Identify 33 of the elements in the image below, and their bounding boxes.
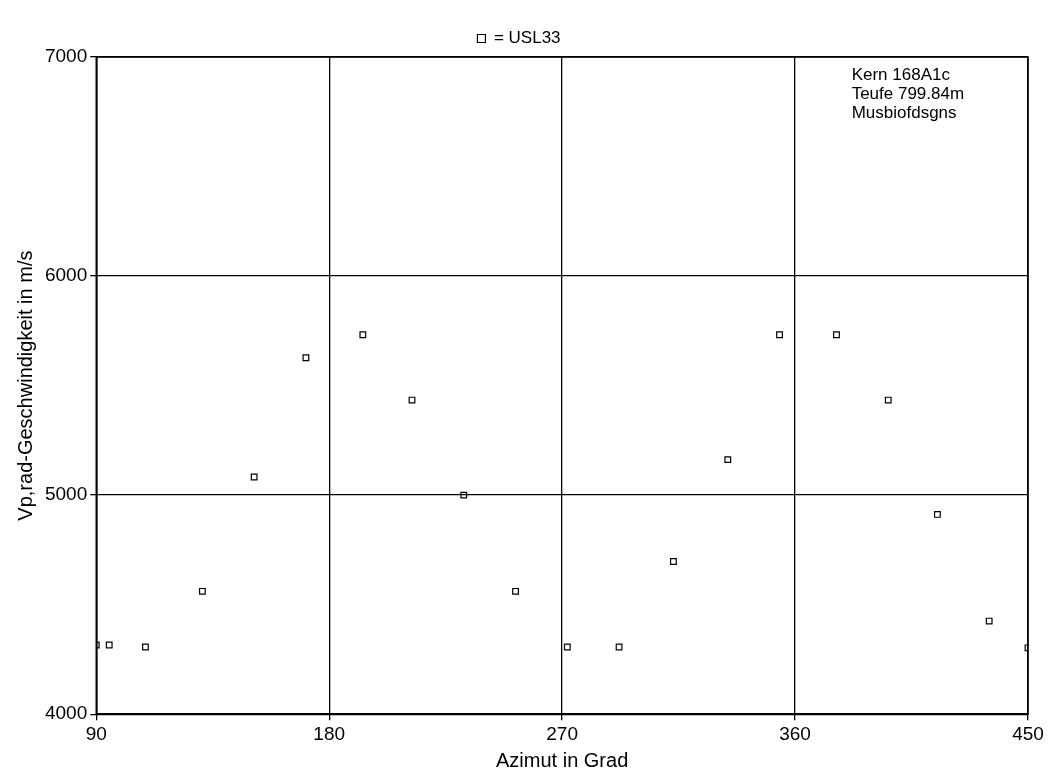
point [408, 396, 416, 404]
x-tick-label: 270 [546, 722, 578, 744]
x-tick-label: 450 [1012, 722, 1044, 744]
point [724, 456, 732, 464]
point [563, 643, 571, 651]
point [198, 587, 206, 595]
annotation: Teufe 799.84m [851, 84, 965, 104]
point [359, 331, 367, 339]
y-axis-title: Vp,rad-Geschwindigkeit in m/s [13, 250, 36, 521]
y-tick-label: 6000 [44, 264, 88, 286]
y-tick-label: 7000 [44, 45, 88, 67]
point [250, 473, 258, 481]
point [985, 617, 993, 625]
point [105, 641, 113, 649]
point [615, 643, 623, 651]
point [302, 354, 310, 362]
point [460, 491, 468, 499]
x-axis-title: Azimut in Grad [496, 748, 629, 771]
point [933, 510, 941, 518]
x-tick-label: 90 [85, 722, 107, 744]
point [142, 643, 149, 651]
annotation: Musbiofdsgns [851, 103, 957, 123]
point [833, 331, 840, 339]
point [670, 558, 677, 565]
y-tick-label: 4000 [44, 702, 88, 724]
x-tick-label: 360 [779, 722, 811, 744]
point [512, 587, 519, 595]
point [776, 331, 783, 339]
y-tick-label: 5000 [44, 483, 88, 505]
point [884, 396, 892, 404]
x-tick-label: 180 [313, 722, 346, 744]
legend-label: = USL33 [493, 28, 561, 48]
annotation: Kern 168A1c [851, 65, 951, 85]
